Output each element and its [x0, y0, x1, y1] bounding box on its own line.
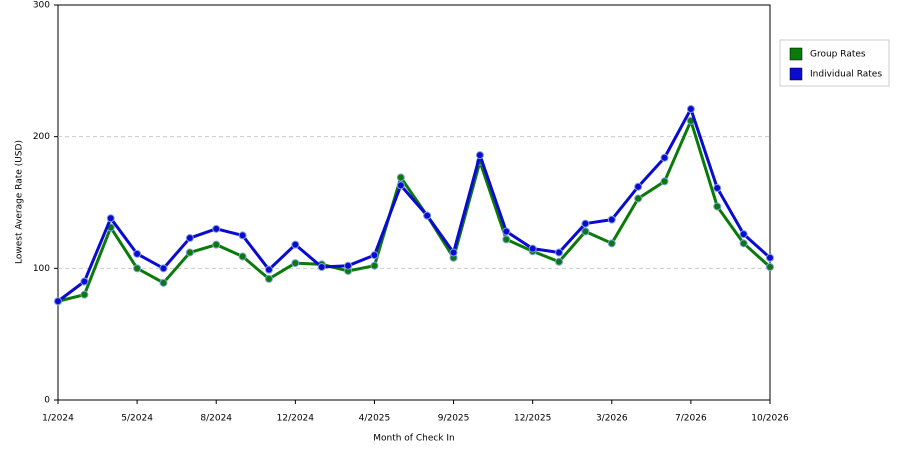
data-point	[660, 177, 669, 186]
data-point	[766, 253, 774, 262]
x-tick-label: 3/2026	[596, 414, 628, 424]
data-point	[291, 259, 300, 268]
data-point	[502, 227, 511, 236]
data-point	[133, 264, 142, 273]
data-point	[238, 252, 247, 261]
x-tick-label: 4/2025	[359, 414, 391, 424]
data-point	[581, 227, 590, 236]
data-point	[264, 265, 273, 274]
data-point	[396, 173, 405, 182]
y-tick-label: 200	[33, 132, 50, 142]
data-point	[449, 248, 458, 257]
data-point	[607, 215, 616, 224]
data-point	[607, 239, 616, 248]
data-point	[634, 182, 643, 191]
plot-frame	[57, 4, 771, 401]
legend-label: Individual Rates	[810, 70, 882, 80]
data-point	[344, 261, 353, 270]
x-tick-label: 9/2025	[438, 414, 470, 424]
data-point	[212, 224, 221, 233]
data-point	[423, 211, 432, 220]
data-point	[212, 240, 221, 249]
data-point	[159, 278, 168, 287]
data-point	[686, 105, 695, 114]
legend-label: Group Rates	[810, 50, 866, 60]
x-tick-label: 12/2024	[277, 414, 315, 424]
data-point	[80, 277, 89, 286]
data-point	[475, 151, 484, 160]
data-point	[634, 194, 643, 203]
y-tick-label: 300	[33, 1, 50, 11]
data-point	[159, 264, 168, 273]
data-point	[713, 184, 722, 193]
series-line	[57, 107, 772, 303]
data-point	[133, 249, 142, 258]
data-point	[317, 263, 326, 272]
data-point	[502, 235, 511, 244]
x-tick-label: 5/2024	[121, 414, 153, 424]
legend-swatch	[789, 47, 803, 61]
series-line	[57, 119, 772, 303]
data-point	[106, 214, 115, 223]
data-point	[739, 230, 748, 239]
x-tick-label: 7/2026	[675, 414, 707, 424]
x-tick-label: 1/2024	[42, 414, 74, 424]
data-point	[54, 297, 62, 306]
y-axis-label: Lowest Average Rate (USD)	[15, 140, 25, 264]
data-point	[291, 240, 300, 249]
data-point	[766, 263, 774, 272]
data-point	[528, 244, 537, 253]
legend-swatch	[789, 67, 803, 81]
data-point	[264, 274, 273, 283]
data-point	[555, 257, 564, 266]
data-point	[555, 248, 564, 257]
data-point	[185, 234, 194, 243]
x-tick-label: 10/2026	[751, 414, 789, 424]
data-point	[370, 251, 379, 260]
x-tick-label: 12/2025	[514, 414, 551, 424]
data-point	[238, 231, 247, 240]
y-tick-label: 100	[33, 264, 50, 274]
data-point	[185, 248, 194, 257]
y-tick-label: 0	[44, 396, 50, 406]
data-point	[370, 261, 379, 270]
data-point	[660, 153, 669, 162]
data-point	[80, 290, 89, 299]
x-tick-label: 8/2024	[200, 414, 232, 424]
x-axis-label: Month of Check In	[373, 434, 455, 444]
data-point	[396, 181, 405, 190]
data-point	[739, 239, 748, 248]
data-point	[713, 202, 722, 211]
data-point	[581, 219, 590, 228]
